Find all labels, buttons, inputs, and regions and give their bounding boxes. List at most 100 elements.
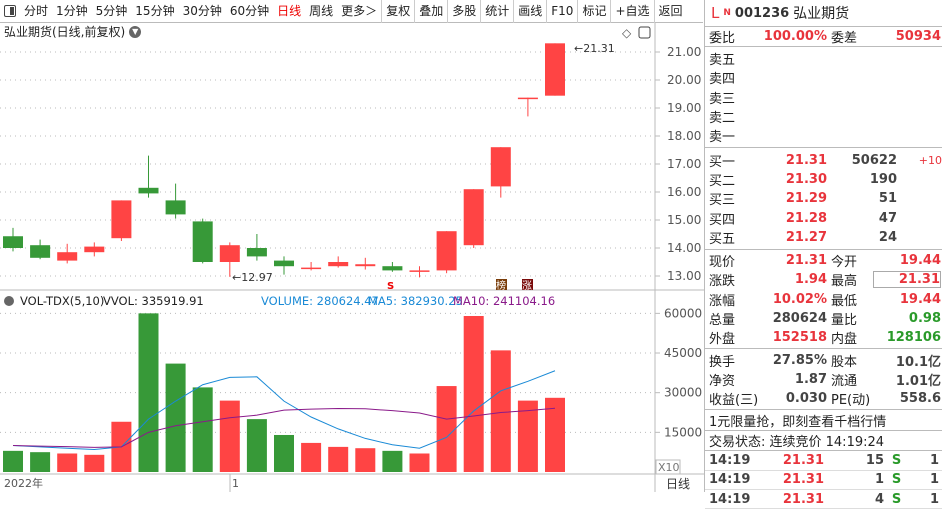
- kline-chart[interactable]: 21.00 20.00 19.00 18.00 17.00 16.00 15.00 14.00…: [0, 0, 704, 492]
- promo-link[interactable]: 1元限量抢，即刻查看千档行情: [705, 410, 942, 432]
- candle-body: [274, 260, 294, 267]
- label: 买二: [709, 173, 736, 189]
- label: 涨跌: [709, 274, 736, 290]
- sell-level-row[interactable]: 卖三: [705, 88, 942, 107]
- buy-level-row[interactable]: 买四 21.28 47: [705, 208, 942, 228]
- volume-bar: [30, 452, 51, 472]
- sell-level-row[interactable]: 卖一: [705, 126, 942, 145]
- buy-level-row[interactable]: 买三 21.29 51: [705, 189, 942, 208]
- tick-volume: 4: [874, 491, 884, 507]
- volume-legend-item: VOLUME: 280624.47: [261, 294, 379, 308]
- tick-side: S: [891, 472, 902, 488]
- toolbar-item[interactable]: 日线: [277, 3, 302, 18]
- tick-list: 14:19 21.31 15 S 1 14:19 21.31 1 S 1 14:19 21.31 4 S 1: [705, 451, 942, 509]
- label: 卖二: [709, 111, 736, 127]
- volume-bar: [409, 453, 430, 472]
- candle-body: [355, 264, 376, 267]
- toolbar-item[interactable]: 标记: [577, 0, 610, 23]
- toolbar-item[interactable]: F10: [546, 0, 577, 23]
- tick-time: 14:19: [709, 472, 751, 488]
- volume-bar: [84, 454, 105, 472]
- tick-count: 1: [929, 452, 939, 468]
- s-marker: S: [387, 281, 394, 292]
- tick-count: 1: [929, 491, 939, 507]
- candle-body: [409, 270, 430, 272]
- toolbar-item[interactable]: 画线: [513, 0, 546, 23]
- toolbar-item[interactable]: 5分钟: [95, 3, 128, 18]
- toolbar-item[interactable]: 返回: [653, 0, 687, 23]
- buy-price: 21.28: [785, 210, 827, 226]
- toolbar-item[interactable]: 60分钟: [229, 3, 270, 18]
- label: 卖四: [709, 72, 736, 88]
- toolbar-item[interactable]: 分时: [24, 3, 49, 18]
- stock-code: 001236: [734, 5, 790, 21]
- weibi-row: 委比 100.00% 委差 50934: [705, 27, 942, 47]
- price-tick-label: 17.00: [667, 157, 701, 171]
- tick-time: 14:19: [709, 491, 751, 507]
- volume-bar: [517, 400, 538, 472]
- value: 10.1亿: [895, 354, 941, 370]
- buy-volume: 51: [878, 191, 897, 207]
- stat-value: 152518: [772, 330, 827, 346]
- market-tag: L: [711, 4, 720, 22]
- volume-bar: [246, 419, 267, 472]
- buy-volume: 50622: [851, 152, 897, 168]
- candle-body: [382, 266, 403, 271]
- toolbar-item[interactable]: 多股: [447, 0, 480, 23]
- volume-bar: [138, 313, 159, 472]
- toolbar-item[interactable]: 更多＞: [341, 3, 378, 18]
- bang-marker-bg: [496, 279, 507, 290]
- dropdown-icon[interactable]: ▼: [129, 26, 142, 38]
- year-label: 2022年: [4, 476, 43, 490]
- toolbar-item[interactable]: 15分钟: [135, 3, 175, 18]
- fundamentals-table: 换手 27.85% 股本 10.1亿 净资 1.87 流通 1.01亿 收益(三) 0.030 PE…: [705, 349, 942, 411]
- toolbar-item[interactable]: 1分钟: [56, 3, 88, 18]
- dropdown-icon: [4, 296, 14, 306]
- label: 股本: [831, 354, 858, 370]
- label: 卖五: [709, 53, 736, 69]
- buy-level-row[interactable]: 买一 21.31 50622 +10: [705, 150, 942, 170]
- chart-title: 弘业期货(日线,前复权) ▼: [4, 24, 142, 40]
- stat-value: 128106: [886, 330, 941, 346]
- buy-level-row[interactable]: 买五 21.27 24: [705, 228, 942, 247]
- label: 委比: [709, 31, 736, 46]
- candle-body: [301, 267, 322, 270]
- status-text: 交易状态: 连续竞价 14:19:24: [709, 435, 885, 451]
- label: 涨幅: [709, 293, 736, 309]
- sell-level-row[interactable]: 卖四: [705, 68, 942, 87]
- candle-body: [192, 221, 213, 262]
- high-label: ←21.31: [574, 42, 615, 55]
- volume-tick-label: 45000: [664, 346, 702, 360]
- candle-body: [517, 97, 538, 100]
- value: 1.87: [794, 371, 827, 387]
- toolbar-item[interactable]: 叠加: [414, 0, 447, 23]
- toolbar-item[interactable]: +自选: [610, 0, 653, 23]
- sell-level-row[interactable]: 卖二: [705, 107, 942, 126]
- toolbar-item[interactable]: 统计: [480, 0, 513, 23]
- tick-price: 21.31: [782, 452, 824, 468]
- volume-tick-label: 60000: [664, 306, 702, 320]
- label: 外盘: [709, 332, 736, 348]
- volume-tick-label: 30000: [664, 386, 702, 400]
- tick-price: 21.31: [782, 472, 824, 488]
- label: 最高: [831, 274, 858, 290]
- buy-level-row[interactable]: 买二 21.30 190: [705, 170, 942, 189]
- volume-bar: [328, 446, 349, 472]
- diamond-icon: ◇: [622, 26, 632, 40]
- tick-time: 14:19: [709, 452, 751, 468]
- label: 内盘: [831, 332, 858, 348]
- sell-level-row[interactable]: 卖五: [705, 49, 942, 68]
- sell-book: 卖五卖四 卖三卖二 卖一: [705, 47, 942, 149]
- value: 1.01亿: [895, 373, 941, 389]
- panel-toggle-icon[interactable]: [4, 5, 16, 17]
- buy-change: +10: [918, 153, 942, 167]
- weicha-value: 50934: [895, 29, 941, 44]
- label: 净资: [709, 373, 736, 389]
- price-tick-label: 16.00: [667, 185, 701, 199]
- promo-text[interactable]: 1元限量抢，即刻查看千档行情: [709, 414, 887, 430]
- toolbar-item[interactable]: 周线: [309, 3, 334, 18]
- toolbar-item[interactable]: 复权: [381, 0, 414, 23]
- buy-price: 21.27: [785, 229, 827, 245]
- tick-row: 14:19 21.31 1 S 1: [705, 471, 942, 490]
- toolbar-item[interactable]: 30分钟: [182, 3, 222, 18]
